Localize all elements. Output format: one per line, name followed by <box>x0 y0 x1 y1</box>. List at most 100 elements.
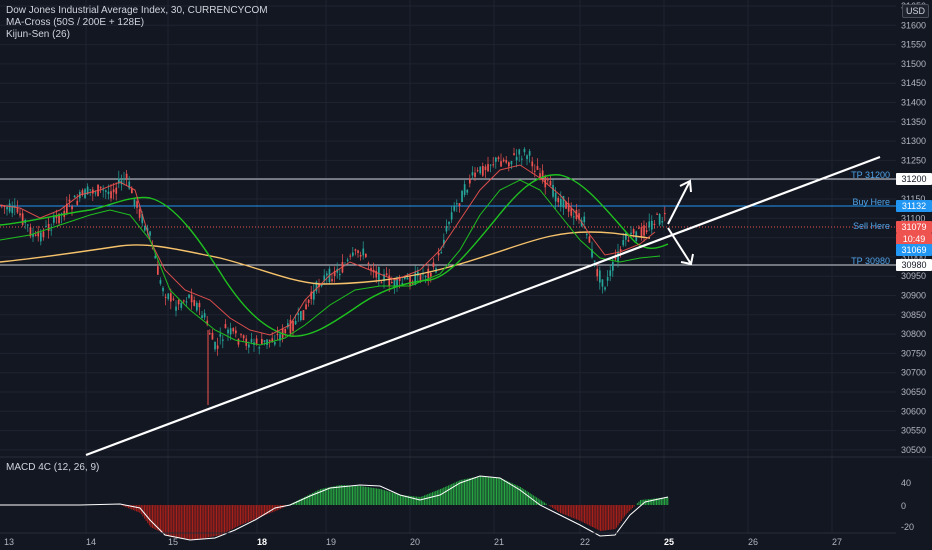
macd-bar <box>476 476 478 505</box>
macd-bar <box>337 485 339 505</box>
candle-body <box>586 233 588 236</box>
candle-body <box>401 282 404 284</box>
macd-bar <box>142 505 144 517</box>
macd-bar <box>665 497 667 505</box>
candle-body <box>346 259 349 262</box>
macd-bar <box>579 505 581 521</box>
macd-bar <box>198 505 200 540</box>
candle-body <box>258 347 261 349</box>
candle-body <box>567 203 570 212</box>
macd-bar <box>475 476 477 505</box>
macd-bar <box>321 488 323 505</box>
macd-bar <box>300 498 302 505</box>
macd-bar <box>531 494 533 505</box>
macd-bar <box>169 505 171 537</box>
macd-bar <box>312 493 314 505</box>
candle-body <box>86 186 89 195</box>
macd-bar <box>633 505 635 507</box>
macd-bar <box>371 487 373 505</box>
macd-bar <box>128 505 130 509</box>
candle-body <box>375 270 378 278</box>
macd-bar <box>137 505 139 513</box>
macd-bar <box>326 487 328 505</box>
macd-bar <box>398 494 400 505</box>
currency-badge[interactable]: USD <box>902 4 930 18</box>
candle-body <box>526 155 528 160</box>
macd-bar <box>539 499 541 505</box>
candle-body <box>16 207 19 213</box>
time-axis-label: 19 <box>326 537 336 547</box>
macd-bar <box>454 482 456 505</box>
macd-bar <box>201 505 203 539</box>
macd-bar <box>459 480 461 505</box>
macd-bar <box>249 505 251 522</box>
macd-bar <box>227 505 229 532</box>
macd-bar <box>585 505 587 524</box>
macd-bar <box>315 491 317 505</box>
macd-bar <box>244 505 246 524</box>
candle-body <box>255 338 258 344</box>
macd-bar <box>403 495 405 505</box>
candle-body <box>591 249 593 258</box>
macd-bar <box>488 476 490 505</box>
candle-body <box>640 227 643 237</box>
macd-bar <box>460 479 462 505</box>
trendline[interactable] <box>85 155 881 457</box>
candle-body <box>235 330 237 334</box>
candle-body <box>71 206 73 210</box>
candle-body <box>313 290 315 300</box>
candle-body <box>565 201 567 209</box>
macd-bar <box>572 505 574 519</box>
candle-body <box>557 197 560 203</box>
macd-bar <box>360 486 362 505</box>
macd-bar <box>132 505 134 511</box>
macd-bar <box>392 492 394 505</box>
macd-bar <box>406 495 408 505</box>
candle-body <box>34 234 37 236</box>
macd-bar <box>641 499 643 505</box>
candle-body <box>125 173 128 179</box>
macd-bar <box>593 505 595 528</box>
macd-bar <box>147 505 149 524</box>
candle-body <box>323 275 326 281</box>
candle-body <box>619 249 622 251</box>
candle-body <box>105 190 107 192</box>
candle-body <box>393 279 396 288</box>
candle-body <box>232 328 235 332</box>
macd-bar <box>425 494 427 505</box>
macd-bar <box>342 485 344 505</box>
candle-body <box>300 311 302 321</box>
macd-bar <box>241 505 243 525</box>
candle-body <box>198 303 201 308</box>
candle-body <box>203 313 206 318</box>
macd-bar <box>580 505 582 522</box>
candle-body <box>94 192 97 194</box>
candle-body <box>263 340 266 342</box>
candle-body <box>528 151 531 156</box>
macd-bar <box>625 505 627 515</box>
candle-body <box>47 223 50 231</box>
candle-body <box>224 324 227 329</box>
candle-body <box>614 255 617 260</box>
tp-low-label: TP 30980 <box>851 256 890 266</box>
macd-bar <box>208 505 210 538</box>
macd-bar <box>329 487 331 505</box>
candle-body <box>183 300 185 302</box>
time-axis[interactable]: 13 14 15 18 19 20 21 22 25 26 27 <box>4 537 842 547</box>
macd-bar <box>160 505 162 532</box>
projection-arrows[interactable] <box>667 179 694 266</box>
macd-bar <box>161 505 163 533</box>
macd-axis: 40 0 -20 <box>901 478 914 532</box>
macd-bar <box>643 499 645 505</box>
candle-body <box>193 299 196 306</box>
macd-bar <box>259 505 261 518</box>
candle-body <box>6 206 8 210</box>
macd-bar <box>601 505 603 531</box>
macd-bar <box>185 505 187 539</box>
macd-bar <box>361 486 363 505</box>
macd-bar <box>526 491 528 505</box>
candle-body <box>554 192 557 202</box>
macd-bar <box>304 497 306 505</box>
macd-bar <box>504 479 506 505</box>
